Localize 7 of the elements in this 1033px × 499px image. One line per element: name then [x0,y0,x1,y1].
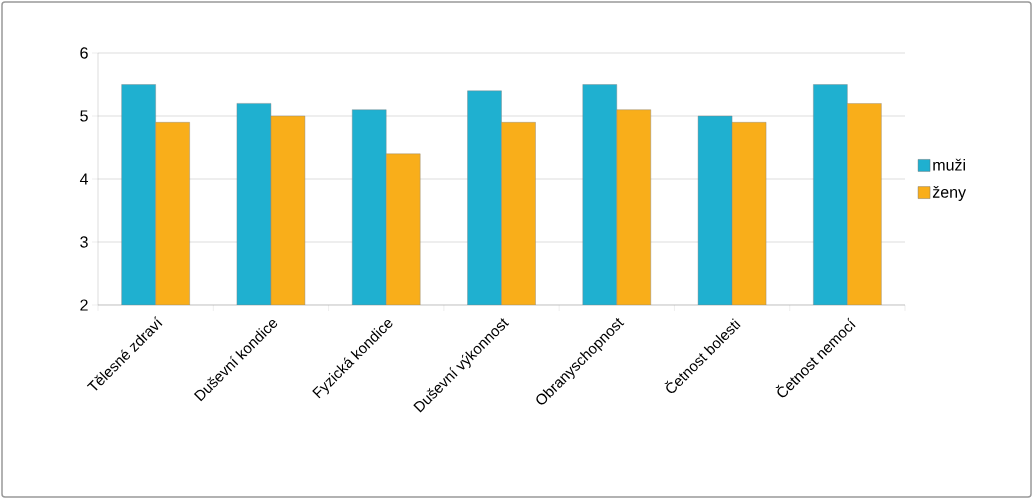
y-tick-label: 5 [80,110,88,122]
y-tick-label: 2 [80,299,88,311]
legend-label: muži [933,158,965,171]
y-tick-label: 3 [80,236,88,248]
y-tick-label: 4 [79,173,89,185]
legend-label: ženy [932,185,967,201]
y-tick-label: 6 [80,47,88,59]
